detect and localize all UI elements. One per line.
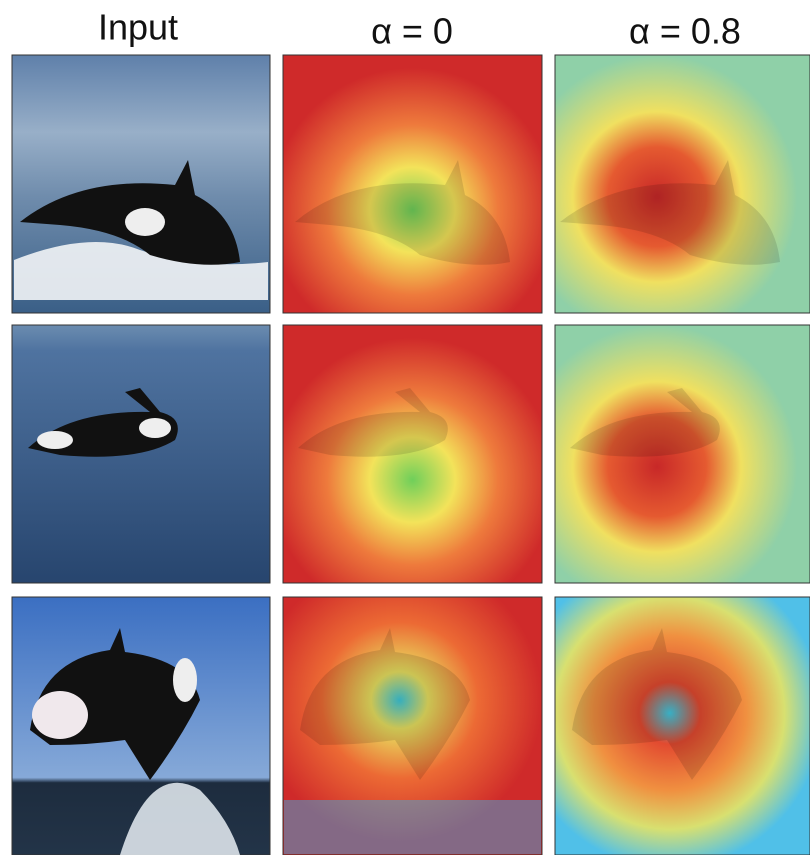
input-image [12,325,270,583]
page: {"columns": [{"label": "Input"}, {"label… [0,0,810,855]
input-image [12,597,270,855]
heatmap [555,55,810,313]
input-image [12,55,270,313]
heatmap [555,597,810,855]
heatmap [283,325,542,583]
heatmap [555,325,810,583]
column-header: α = 0.8 [629,11,741,52]
heatmap [283,55,542,313]
column-header: α = 0 [371,11,453,52]
figure: Input α = 0 α = 0.8 [0,0,810,855]
column-header: Input [98,7,178,48]
heatmap [283,597,542,855]
